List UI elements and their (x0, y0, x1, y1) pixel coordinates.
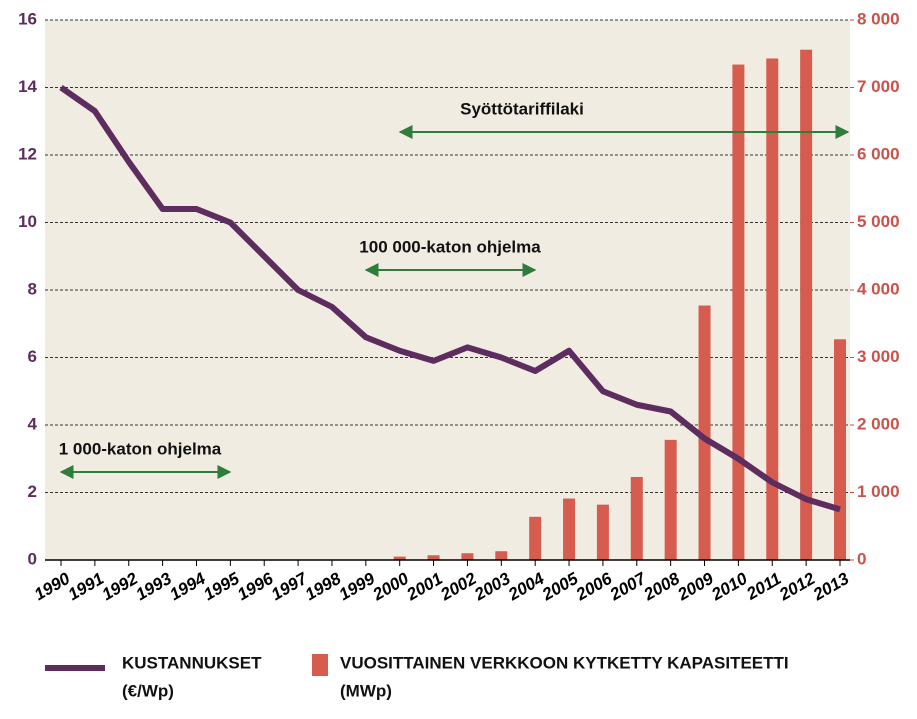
y-tick-label: 16 (18, 9, 37, 28)
bar (766, 58, 779, 560)
legend-label: KUSTANNUKSET (122, 653, 262, 672)
bar (495, 551, 508, 560)
bar (529, 516, 542, 560)
bar (834, 339, 846, 560)
y2-tick-label: 6 000 (857, 144, 900, 163)
legend-unit: (MWp) (340, 681, 392, 700)
y-tick-label: 4 (28, 414, 38, 433)
bar (732, 64, 745, 561)
y-tick-label: 6 (28, 347, 37, 366)
annotation: 100 000-katon ohjelma (359, 237, 541, 256)
legend-unit: (€/Wp) (122, 681, 174, 700)
bar (393, 556, 406, 560)
bar (461, 553, 474, 560)
y2-tick-label: 8 000 (857, 9, 900, 28)
y2-tick-label: 2 000 (857, 414, 900, 433)
bar (427, 555, 440, 560)
y2-tick-label: 4 000 (857, 279, 900, 298)
annotation: Syöttötariffilaki (460, 99, 584, 118)
y2-tick-label: 7 000 (857, 77, 900, 96)
y2-tick-label: 1 000 (857, 482, 900, 501)
bar (698, 305, 711, 560)
bar (563, 498, 576, 560)
x-tick-label: 2013 (809, 569, 853, 605)
cost-line (59, 85, 841, 513)
legend-swatch (312, 654, 328, 676)
y-tick-label: 2 (28, 482, 37, 501)
bar (664, 439, 677, 560)
y-tick-label: 10 (18, 212, 37, 231)
bar (800, 49, 813, 560)
y-tick-label: 12 (18, 144, 37, 163)
y2-tick-label: 5 000 (857, 212, 900, 231)
y2-tick-label: 0 (857, 549, 866, 568)
bar (630, 476, 643, 560)
annotation: 1 000-katon ohjelma (59, 439, 222, 458)
legend-label: VUOSITTAINEN VERKKOON KYTKETTY KAPASITEE… (340, 653, 789, 672)
y2-tick-label: 3 000 (857, 347, 900, 366)
y-tick-label: 8 (28, 279, 37, 298)
y-tick-label: 14 (18, 77, 37, 96)
bar (596, 504, 609, 560)
y-tick-label: 0 (28, 549, 37, 568)
